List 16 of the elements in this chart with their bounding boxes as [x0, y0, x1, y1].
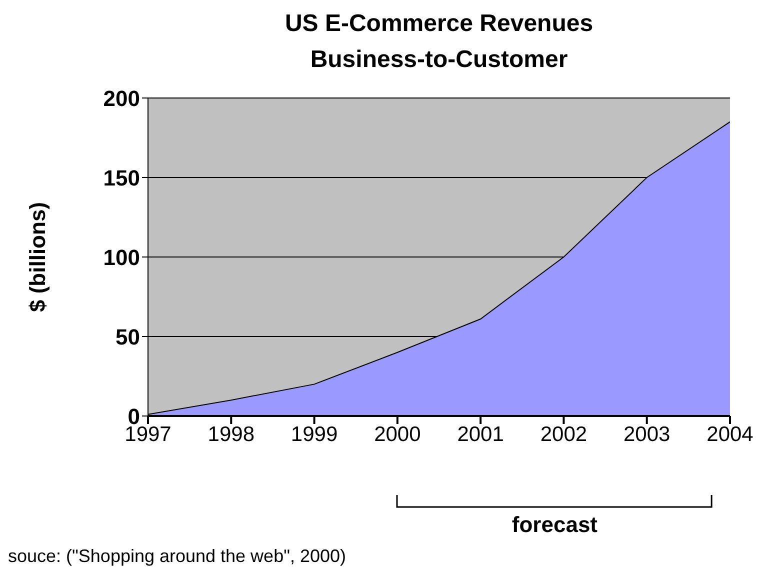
y-tick-label: 150 — [103, 165, 140, 190]
text: forecast — [510, 512, 598, 538]
x-tick-label: 1998 — [208, 422, 254, 446]
chart-subtitle: Business-to-Customer — [309, 45, 569, 75]
x-tick-label: 2004 — [706, 422, 754, 446]
y-tick-label: 50 — [116, 324, 140, 350]
y-tick-label: 100 — [103, 244, 140, 270]
x-tick-label: 2002 — [540, 422, 588, 446]
x-tick-label: 2001 — [457, 422, 504, 446]
x-tick-label: 1999 — [290, 422, 338, 446]
chart-title: US E-Commerce Revenues — [284, 9, 594, 39]
x-tick-label: 2003 — [624, 422, 670, 446]
y-axis-title: $ (billions) — [25, 202, 51, 312]
text: souce: ("Shopping around the web", 2000) — [8, 546, 346, 567]
x-tick-label: 2000 — [374, 422, 421, 446]
y-tick-label: 200 — [103, 86, 140, 111]
